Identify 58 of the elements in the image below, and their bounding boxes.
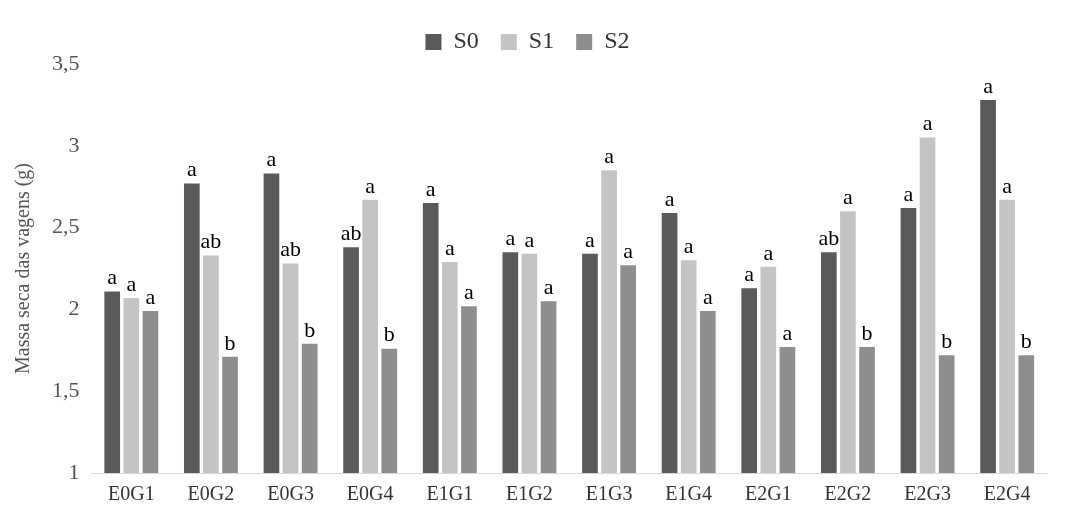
data-label: a	[604, 143, 615, 169]
y-tick-label: 3,5	[52, 49, 80, 75]
data-label: a	[843, 184, 854, 210]
x-tick-label: E2G1	[744, 482, 792, 505]
x-tick-label: E0G1	[107, 482, 155, 505]
data-label: b	[383, 321, 395, 347]
data-label: b	[861, 319, 873, 345]
x-tick-label: E1G4	[665, 482, 713, 505]
data-label: a	[186, 156, 197, 182]
data-label: a	[505, 224, 516, 250]
x-tick-label: E2G2	[824, 482, 872, 505]
data-label: a	[683, 233, 694, 259]
data-label: a	[145, 283, 156, 309]
data-label: a	[702, 283, 713, 309]
data-label: a	[444, 234, 455, 260]
x-tick-label: E1G2	[506, 482, 553, 505]
data-label: a	[1002, 172, 1013, 198]
data-label: ab	[340, 220, 362, 246]
data-label: a	[365, 172, 376, 198]
x-tick-label: E1G1	[426, 482, 474, 505]
y-tick-label: 1	[68, 458, 80, 484]
y-tick-label: 2	[68, 295, 80, 321]
data-label: ab	[200, 228, 222, 254]
y-tick-label: 3	[68, 131, 80, 157]
data-label: a	[922, 110, 933, 136]
data-label: a	[983, 72, 994, 98]
data-label: a	[623, 238, 634, 264]
data-label: a	[744, 260, 755, 286]
legend-label: S1	[528, 27, 555, 54]
x-tick-label: E0G4	[346, 482, 394, 505]
data-label: a	[107, 264, 118, 290]
data-label: a	[763, 239, 774, 265]
data-label: b	[941, 327, 953, 353]
y-axis-title: Massa seca das vagens (g)	[11, 162, 35, 375]
data-label: a	[126, 270, 137, 296]
data-label: a	[664, 185, 675, 211]
data-label: b	[224, 329, 236, 355]
y-tick-label: 2,5	[52, 213, 80, 239]
x-tick-label: E2G4	[983, 482, 1031, 505]
legend-label: S2	[604, 27, 630, 54]
data-label: ab	[818, 224, 840, 250]
data-label: a	[903, 180, 914, 206]
x-tick-label: E0G3	[267, 482, 314, 505]
data-label: a	[782, 319, 793, 345]
data-label: b	[304, 316, 316, 342]
data-label: a	[425, 175, 436, 201]
x-tick-label: E2G3	[904, 482, 951, 505]
y-tick-label: 1,5	[52, 376, 80, 402]
data-label: ab	[280, 236, 301, 262]
data-label: b	[1020, 327, 1032, 353]
data-label: a	[464, 278, 475, 304]
data-label: a	[543, 274, 554, 299]
data-label: a	[585, 226, 596, 252]
data-label: a	[524, 226, 535, 252]
x-tick-label: E1G3	[585, 482, 633, 505]
legend-label: S0	[453, 27, 479, 54]
data-label: a	[266, 146, 277, 172]
x-tick-label: E0G2	[187, 482, 235, 505]
